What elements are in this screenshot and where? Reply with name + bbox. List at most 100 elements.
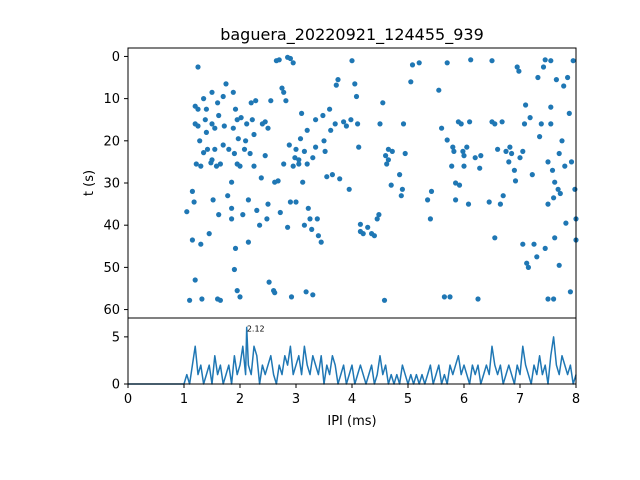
scatter-point-66 [248,100,254,106]
scatter-point-228 [540,64,547,70]
scatter-point-10 [195,106,201,112]
bottom-x-ticks: 0 1 2 3 4 5 6 7 8 [124,384,580,407]
scatter-point-216 [520,241,526,247]
scatter-point-198 [489,58,495,64]
bottom-x-tick-label: 4 [348,392,356,407]
scatter-point-151 [376,212,382,218]
top-y-tick-label: 10 [103,92,120,107]
scatter-point-152 [377,121,383,127]
bottom-x-tick-label: 0 [124,392,132,407]
scatter-point-70 [253,98,259,104]
scatter-point-121 [314,216,320,222]
scatter-point-17 [201,150,207,156]
scatter-point-186 [460,148,466,154]
scatter-point-115 [307,216,313,222]
scatter-point-39 [221,123,227,129]
scatter-point-193 [472,155,478,161]
scatter-point-129 [328,127,334,133]
scatter-point-167 [409,62,416,68]
scatter-point-8 [193,161,199,167]
scatter-point-122 [315,233,321,239]
scatter-point-133 [335,77,341,83]
top-y-tick-label: 40 [103,219,120,234]
scatter-point-225 [535,74,541,81]
scatter-point-28 [212,146,218,152]
scatter-point-243 [555,186,561,192]
scatter-point-59 [240,212,246,218]
scatter-point-20 [203,129,209,135]
scatter-point-208 [507,144,513,150]
bottom-x-tick-label: 5 [404,392,412,407]
scatter-point-52 [234,117,240,123]
scatter-point-111 [303,289,309,295]
scatter-point-237 [549,167,556,173]
scatter-point-251 [565,74,571,81]
scatter-point-127 [324,174,330,180]
scatter-point-164 [400,121,407,127]
scatter-point-67 [249,117,255,123]
scatter-point-172 [436,87,442,93]
scatter-point-170 [427,216,433,222]
scatter-point-210 [511,167,517,173]
scatter-point-176 [444,137,450,143]
scatter-point-90 [281,89,287,95]
scatter-point-95 [286,142,292,148]
scatter-point-97 [287,55,293,62]
scatter-point-15 [199,296,205,302]
scatter-point-11 [195,123,201,129]
scatter-point-219 [524,260,530,266]
scatter-point-24 [209,89,215,95]
scatter-point-120 [313,144,319,150]
scatter-point-51 [232,245,239,251]
scatter-point-234 [548,58,554,64]
scatter-point-114 [305,205,311,211]
scatter-point-222 [529,172,535,178]
scatter-points [184,54,579,303]
scatter-point-156 [384,161,390,167]
scatter-point-187 [461,153,467,159]
scatter-point-106 [297,136,304,142]
scatter-point-63 [245,197,251,203]
scatter-point-233 [545,296,551,302]
scatter-point-252 [566,110,572,116]
scatter-point-149 [371,233,377,239]
scatter-point-29 [212,125,218,131]
scatter-point-57 [237,163,243,169]
bottom-x-tick-label: 6 [460,392,468,407]
scatter-point-214 [517,155,523,161]
scatter-point-253 [567,289,574,295]
scatter-point-177 [447,294,453,300]
scatter-point-200 [492,121,498,127]
scatter-point-236 [548,121,554,127]
top-y-axis-title: t (s) [82,170,97,196]
scatter-point-163 [399,186,405,192]
scatter-point-246 [557,190,563,197]
scatter-point-135 [341,119,347,125]
bottom-x-tick-label: 2 [236,392,244,407]
scatter-point-103 [293,146,299,152]
scatter-point-254 [568,159,575,165]
scatter-point-108 [300,179,306,185]
scatter-point-45 [229,216,235,222]
scatter-point-241 [552,179,558,185]
scatter-point-42 [226,146,232,152]
scatter-point-81 [268,98,274,104]
scatter-point-245 [556,150,562,157]
scatter-point-229 [542,57,548,63]
scatter-point-130 [329,172,335,178]
scatter-point-168 [416,60,422,66]
top-y-tick-label: 20 [103,134,120,149]
scatter-point-36 [217,297,223,303]
scatter-point-146 [360,231,366,237]
top-y-tick-label: 50 [103,261,120,276]
scatter-point-191 [467,119,473,125]
scatter-point-102 [293,199,299,205]
scatter-point-104 [296,157,302,163]
bottom-x-tick-label: 3 [292,392,300,407]
scatter-point-18 [202,117,208,123]
scatter-point-159 [388,182,394,188]
bottom-x-tick-label: 7 [516,392,524,407]
scatter-point-201 [492,235,498,241]
histogram-line [128,326,577,385]
scatter-point-173 [439,125,445,131]
